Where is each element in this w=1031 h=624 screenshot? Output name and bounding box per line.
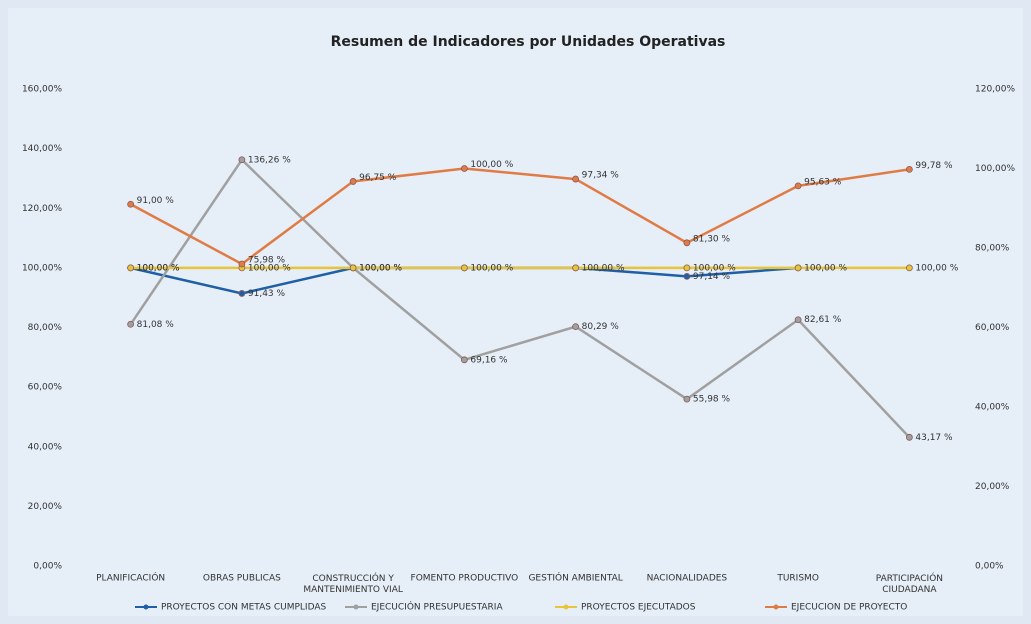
data-point — [905, 264, 913, 272]
x-tick-label: FOMENTO PRODUCTIVO — [411, 574, 519, 584]
data-point — [349, 178, 357, 185]
data-point — [683, 239, 691, 247]
data-point — [683, 273, 691, 280]
chart-title: Resumen de Indicadores por Unidades Oper… — [331, 34, 726, 50]
y-tick-label: 80,00% — [28, 323, 63, 333]
data-label: 100,00 % — [137, 263, 180, 273]
data-label: 91,43 % — [248, 289, 286, 299]
y-tick-label: 100,00% — [22, 263, 62, 273]
y-tick-label: 120,00% — [22, 204, 62, 214]
data-label: 55,98 % — [693, 395, 731, 405]
legend-marker — [563, 604, 569, 610]
y-tick-label: 160,00% — [22, 85, 62, 95]
data-point — [460, 356, 468, 364]
data-label: 100,00 % — [582, 263, 625, 273]
series-line — [129, 157, 911, 439]
data-label: 100,00 % — [470, 160, 513, 170]
legend-label: PROYECTOS EJECUTADOS — [581, 603, 696, 613]
y-tick-label: 40,00% — [28, 442, 63, 452]
data-point — [460, 264, 468, 272]
data-label: 100,00 % — [248, 263, 291, 273]
legend-marker — [143, 604, 149, 610]
data-label: 100,00 % — [470, 263, 513, 273]
data-label: 95,63 % — [804, 177, 842, 187]
data-label: 81,30 % — [693, 234, 731, 244]
data-point — [794, 264, 802, 272]
y2-tick-label: 60,00% — [975, 323, 1010, 333]
x-tick-label: PARTICIPACIÓN CIUDADANA — [876, 572, 943, 595]
data-point — [905, 433, 913, 441]
data-point — [127, 320, 135, 328]
data-point — [349, 264, 357, 272]
data-label: 99,78 % — [915, 161, 953, 171]
data-label: 80,29 % — [582, 322, 620, 332]
x-tick-label: GESTIÓN AMBIENTAL — [528, 572, 622, 584]
legend-label: EJECUCIÓN PRESUPUESTARIA — [371, 601, 503, 613]
x-tick-label: OBRAS PUBLICAS — [203, 574, 281, 584]
data-point — [572, 264, 580, 272]
legend-marker — [353, 604, 359, 610]
data-point — [460, 165, 468, 172]
legend-label: PROYECTOS CON METAS CUMPLIDAS — [161, 603, 326, 613]
x-tick-label: CONSTRUCCIÓN Y MANTENIMIENTO VIAL — [303, 572, 403, 595]
y2-tick-label: 0,00% — [975, 562, 1004, 572]
x-tick-label: PLANIFICACIÓN — [96, 572, 165, 584]
y-tick-label: 140,00% — [22, 144, 62, 154]
data-label: 81,08 % — [137, 320, 175, 330]
legend-marker — [773, 604, 779, 610]
data-label: 91,00 % — [137, 196, 175, 206]
data-label: 96,75 % — [359, 173, 397, 183]
data-label: 69,16 % — [470, 355, 508, 365]
legend-label: EJECUCION DE PROYECTO — [791, 603, 907, 613]
data-label: 100,00 % — [915, 263, 958, 273]
data-point — [572, 323, 580, 331]
data-label: 97,14 % — [693, 272, 731, 282]
data-point — [238, 290, 246, 297]
x-tick-label: TURISMO — [776, 574, 819, 584]
data-point — [794, 182, 802, 190]
data-point — [794, 316, 802, 324]
series-line — [130, 167, 910, 266]
data-label: 136,26 % — [248, 155, 291, 165]
data-point — [127, 200, 135, 208]
data-point — [683, 264, 691, 272]
data-label: 97,34 % — [582, 171, 620, 181]
data-point — [683, 395, 691, 403]
y-tick-label: 60,00% — [28, 383, 63, 393]
y-tick-label: 20,00% — [28, 502, 63, 512]
data-point — [572, 175, 580, 183]
data-label: 75,98 % — [248, 255, 286, 265]
y2-tick-label: 120,00% — [975, 85, 1015, 95]
data-label: 100,00 % — [804, 263, 847, 273]
data-point — [905, 165, 913, 173]
y2-tick-label: 20,00% — [975, 482, 1010, 492]
x-tick-label: NACIONALIDADES — [647, 574, 728, 584]
data-point — [238, 260, 246, 268]
data-point — [127, 264, 135, 272]
data-label: 100,00 % — [359, 263, 402, 273]
y-tick-label: 0,00% — [33, 562, 62, 572]
chart-area — [8, 8, 1023, 616]
y2-tick-label: 100,00% — [975, 164, 1015, 174]
data-label: 100,00 % — [693, 263, 736, 273]
y2-tick-label: 40,00% — [975, 403, 1010, 413]
data-point — [238, 156, 246, 164]
data-label: 43,17 % — [915, 433, 953, 443]
y2-tick-label: 80,00% — [975, 244, 1010, 254]
data-label: 82,61 % — [804, 315, 842, 325]
